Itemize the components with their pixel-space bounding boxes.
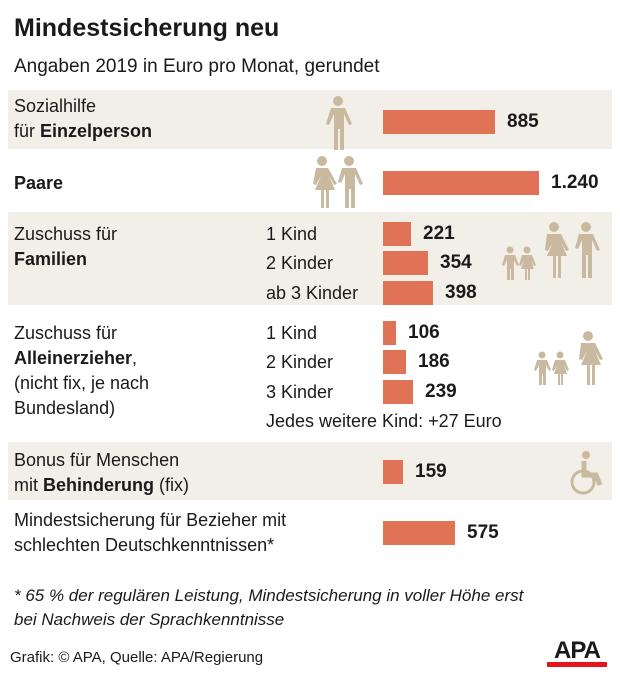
- bar: [383, 171, 539, 195]
- category-label: ab 3 Kinder: [266, 283, 359, 303]
- bar: [383, 521, 455, 545]
- value-label: 398: [445, 282, 477, 303]
- single-person-icon: [320, 96, 356, 152]
- chart-subtitle: Angaben 2019 in Euro pro Monat, gerundet: [14, 56, 380, 77]
- group-label: Familien: [14, 249, 88, 269]
- category-label: 2 Kinder: [266, 352, 334, 372]
- group-label: schlechten Deutschkenntnissen*: [14, 535, 275, 555]
- apa-logo: APA: [547, 639, 607, 667]
- value-label: 885: [507, 111, 539, 132]
- category-label: 3 Kinder: [266, 382, 334, 402]
- band-behinderung: [8, 442, 612, 500]
- bar: [383, 110, 495, 134]
- bar: [383, 251, 428, 275]
- bar: [383, 460, 403, 484]
- bar: [383, 321, 396, 345]
- single-parent-icon: [533, 331, 609, 385]
- group-label: Paare: [14, 173, 64, 193]
- source-credit: Grafik: © APA, Quelle: APA/Regierung: [10, 649, 264, 666]
- group-label: Alleinerzieher,: [14, 348, 138, 368]
- value-label: 106: [408, 322, 440, 343]
- bar: [383, 380, 413, 404]
- value-label: 221: [423, 223, 455, 244]
- value-label: 1.240: [551, 172, 599, 193]
- category-label: 1 Kind: [266, 323, 318, 343]
- group-label: Mindestsicherung für Bezieher mit: [14, 510, 287, 530]
- footnote: * 65 % der regulären Leistung, Mindestsi…: [14, 586, 524, 629]
- category-label: 2 Kinder: [266, 253, 334, 273]
- value-label: 354: [440, 252, 472, 273]
- group-label: mit Behinderung (fix): [14, 475, 189, 495]
- family-icon: [502, 222, 608, 280]
- group-label: Bundesland): [14, 398, 116, 418]
- wheelchair-icon: [568, 450, 604, 496]
- group-note: Jedes weitere Kind: +27 Euro: [266, 411, 502, 431]
- couple-icon: [304, 156, 368, 208]
- value-label: 575: [467, 522, 499, 543]
- bar: [383, 281, 433, 305]
- value-label: 159: [415, 461, 447, 482]
- group-label: Sozialhilfe: [14, 96, 97, 116]
- value-label: 186: [418, 351, 450, 372]
- group-label: Zuschuss für: [14, 323, 118, 343]
- value-label: 239: [425, 381, 457, 402]
- group-label: Bonus für Menschen: [14, 450, 180, 470]
- band-einzelperson: [8, 90, 612, 149]
- group-label: für Einzelperson: [14, 121, 153, 141]
- category-label: 1 Kind: [266, 224, 318, 244]
- chart-title: Mindestsicherung neu: [14, 14, 280, 42]
- group-label: Zuschuss für: [14, 224, 118, 244]
- group-label: (nicht fix, je nach: [14, 373, 150, 393]
- bar: [383, 222, 411, 246]
- bar: [383, 350, 406, 374]
